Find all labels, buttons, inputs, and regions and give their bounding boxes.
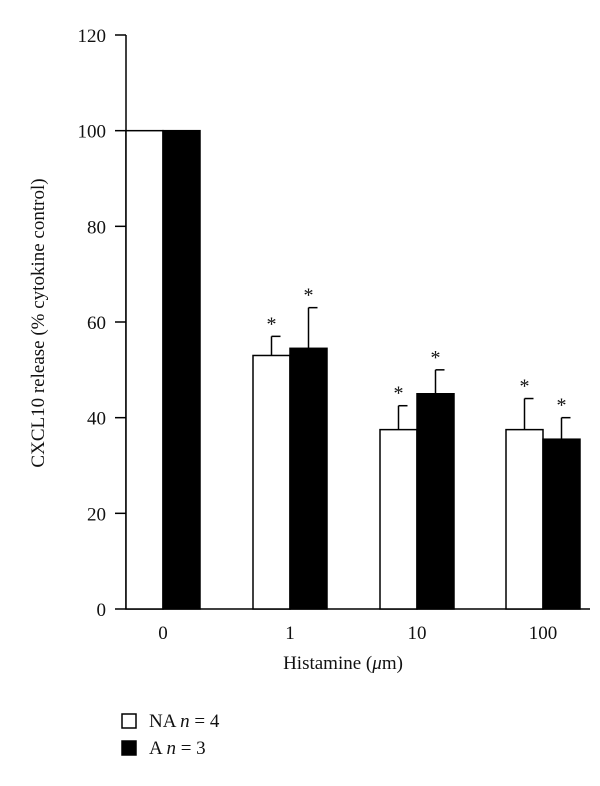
legend-swatch-na [121, 713, 137, 729]
legend-swatch-a [121, 740, 137, 756]
bar [289, 347, 328, 610]
significance-markers: * * * * * * [267, 285, 567, 417]
bar [542, 438, 581, 610]
y-tick-label: 120 [78, 26, 107, 47]
y-tick-label: 80 [87, 217, 106, 238]
x-tick-label: 100 [529, 623, 558, 644]
y-tick-label: 100 [78, 122, 107, 143]
significance-star: * [304, 285, 314, 307]
bar [125, 129, 164, 610]
x-tick-label: 0 [158, 623, 168, 644]
bar [252, 354, 291, 610]
y-axis-title: CXCL10 release (% cytokine control) [28, 178, 49, 467]
significance-star: * [431, 347, 441, 369]
x-tick-label: 1 [285, 623, 295, 644]
x-tick-label: 10 [408, 623, 427, 644]
bar [416, 393, 455, 610]
y-tick-label: 0 [97, 600, 107, 621]
legend-item-a: A n = 3 [121, 738, 206, 759]
bar [162, 129, 201, 610]
legend: NA n = 4 A n = 3 [121, 711, 220, 759]
significance-star: * [557, 395, 567, 417]
significance-star: * [394, 383, 404, 405]
bar [505, 428, 544, 610]
y-tick-labels: 0 20 40 60 80 100 120 [78, 26, 107, 621]
x-axis-title: Histamine (μm) [283, 653, 403, 674]
error-bars [270, 306, 571, 440]
legend-label-na: NA n = 4 [149, 711, 220, 732]
x-tick-labels: 0 1 10 100 [158, 623, 557, 644]
bars [125, 129, 581, 610]
y-tick-label: 40 [87, 409, 106, 430]
bar [379, 428, 418, 610]
significance-star: * [267, 313, 277, 335]
y-tick-label: 20 [87, 504, 106, 525]
legend-item-na: NA n = 4 [121, 711, 220, 732]
legend-label-a: A n = 3 [149, 738, 206, 759]
significance-star: * [520, 376, 530, 398]
y-tick-label: 60 [87, 313, 106, 334]
